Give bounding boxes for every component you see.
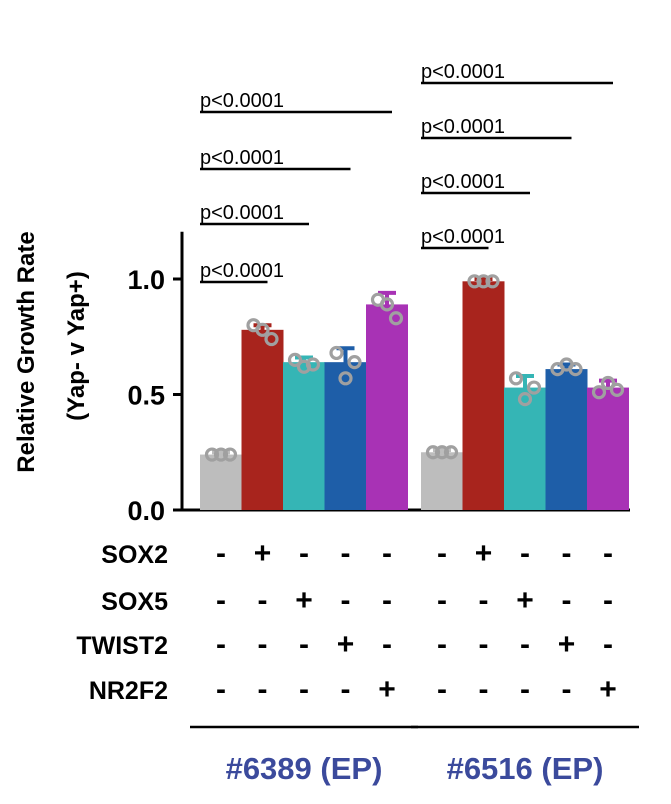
- data-point: [425, 445, 441, 460]
- data-point: [388, 311, 404, 326]
- design-sign: -: [341, 584, 351, 617]
- design-sign: -: [479, 628, 489, 661]
- bar: [504, 387, 546, 510]
- row-label: SOX2: [101, 541, 168, 569]
- data-point: [467, 274, 482, 289]
- design-sign: -: [341, 673, 351, 706]
- design-sign: +: [337, 628, 355, 661]
- y-tick-label: 0.0: [127, 496, 165, 526]
- design-sign: -: [520, 673, 530, 706]
- design-sign: -: [258, 584, 268, 617]
- data-point: [517, 392, 533, 407]
- y-tick-label: 0.5: [127, 381, 165, 411]
- data-point: [379, 297, 395, 312]
- bar: [587, 387, 629, 510]
- design-sign: -: [437, 584, 447, 617]
- design-sign: -: [299, 537, 309, 570]
- design-sign: -: [341, 537, 351, 570]
- p-value-label: p<0.0001: [421, 116, 505, 138]
- design-sign: +: [558, 628, 576, 661]
- design-sign: -: [603, 537, 613, 570]
- design-sign: -: [258, 673, 268, 706]
- design-sign: +: [475, 537, 493, 570]
- p-value-label: p<0.0001: [421, 61, 505, 83]
- design-sign: +: [295, 584, 313, 617]
- bar: [462, 281, 505, 510]
- design-sign: -: [479, 584, 489, 617]
- design-sign: -: [562, 673, 572, 706]
- data-point: [204, 447, 220, 462]
- design-sign: -: [216, 584, 226, 617]
- data-point: [508, 371, 524, 386]
- group-label: #6389 (EP): [226, 751, 383, 786]
- data-point: [213, 447, 229, 462]
- y-axis-label-line1: Relative Growth Rate: [13, 231, 40, 472]
- design-sign: -: [216, 537, 226, 570]
- design-sign: +: [254, 537, 272, 570]
- data-point: [222, 447, 238, 462]
- y-tick-label: 1.0: [127, 265, 165, 295]
- data-point: [255, 322, 270, 337]
- y-axis-label-line2: (Yap- v Yap+): [63, 271, 90, 421]
- data-point: [329, 345, 344, 361]
- data-point: [485, 274, 500, 289]
- p-value-label: p<0.0001: [200, 147, 284, 169]
- design-sign: -: [437, 628, 447, 661]
- row-label: NR2F2: [89, 677, 168, 705]
- data-point: [338, 371, 353, 386]
- p-value-label: p<0.0001: [421, 226, 505, 248]
- design-sign: -: [520, 537, 530, 570]
- data-point: [443, 445, 459, 460]
- design-sign: -: [479, 673, 489, 706]
- design-sign: -: [382, 584, 392, 617]
- p-value-label: p<0.0001: [421, 171, 505, 193]
- design-sign: +: [516, 584, 534, 617]
- bar: [283, 362, 325, 510]
- data-point: [264, 331, 279, 347]
- data-point: [609, 382, 625, 397]
- bar: [545, 369, 588, 510]
- design-sign: -: [382, 628, 392, 661]
- design-sign: -: [216, 628, 226, 661]
- design-sign: -: [216, 673, 226, 706]
- design-sign: -: [562, 584, 572, 617]
- group-label: #6516 (EP): [447, 751, 604, 786]
- design-sign: -: [520, 628, 530, 661]
- data-point: [347, 355, 362, 370]
- data-point: [526, 380, 542, 395]
- bar: [324, 362, 367, 510]
- data-point: [600, 375, 616, 391]
- row-label: SOX5: [101, 588, 168, 616]
- p-value-label: p<0.0001: [200, 90, 284, 112]
- data-point: [434, 445, 450, 460]
- data-point: [287, 352, 303, 367]
- design-sign: -: [437, 537, 447, 570]
- design-sign: +: [378, 673, 396, 706]
- data-point: [568, 361, 583, 377]
- design-sign: -: [562, 537, 572, 570]
- bar: [241, 329, 284, 510]
- data-point: [305, 357, 321, 372]
- bar: [421, 452, 463, 510]
- design-sign: -: [603, 584, 613, 617]
- data-point: [591, 385, 607, 400]
- p-value-label: p<0.0001: [200, 202, 284, 224]
- design-sign: +: [599, 673, 617, 706]
- design-sign: -: [299, 628, 309, 661]
- design-sign: -: [437, 673, 447, 706]
- row-label: TWIST2: [76, 632, 168, 660]
- bar: [200, 454, 242, 510]
- data-point: [476, 274, 491, 289]
- bar: [366, 304, 408, 510]
- design-sign: -: [382, 537, 392, 570]
- p-value-label: p<0.0001: [200, 260, 284, 282]
- design-sign: -: [299, 673, 309, 706]
- design-sign: -: [603, 628, 613, 661]
- design-sign: -: [258, 628, 268, 661]
